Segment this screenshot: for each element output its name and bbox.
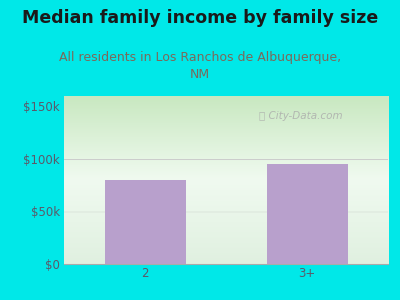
Text: All residents in Los Ranchos de Albuquerque,
NM: All residents in Los Ranchos de Albuquer… (59, 51, 341, 81)
Text: Median family income by family size: Median family income by family size (22, 9, 378, 27)
Text: ⓘ City-Data.com: ⓘ City-Data.com (259, 111, 342, 121)
Bar (104, 180, 186, 264)
Bar (266, 164, 348, 264)
